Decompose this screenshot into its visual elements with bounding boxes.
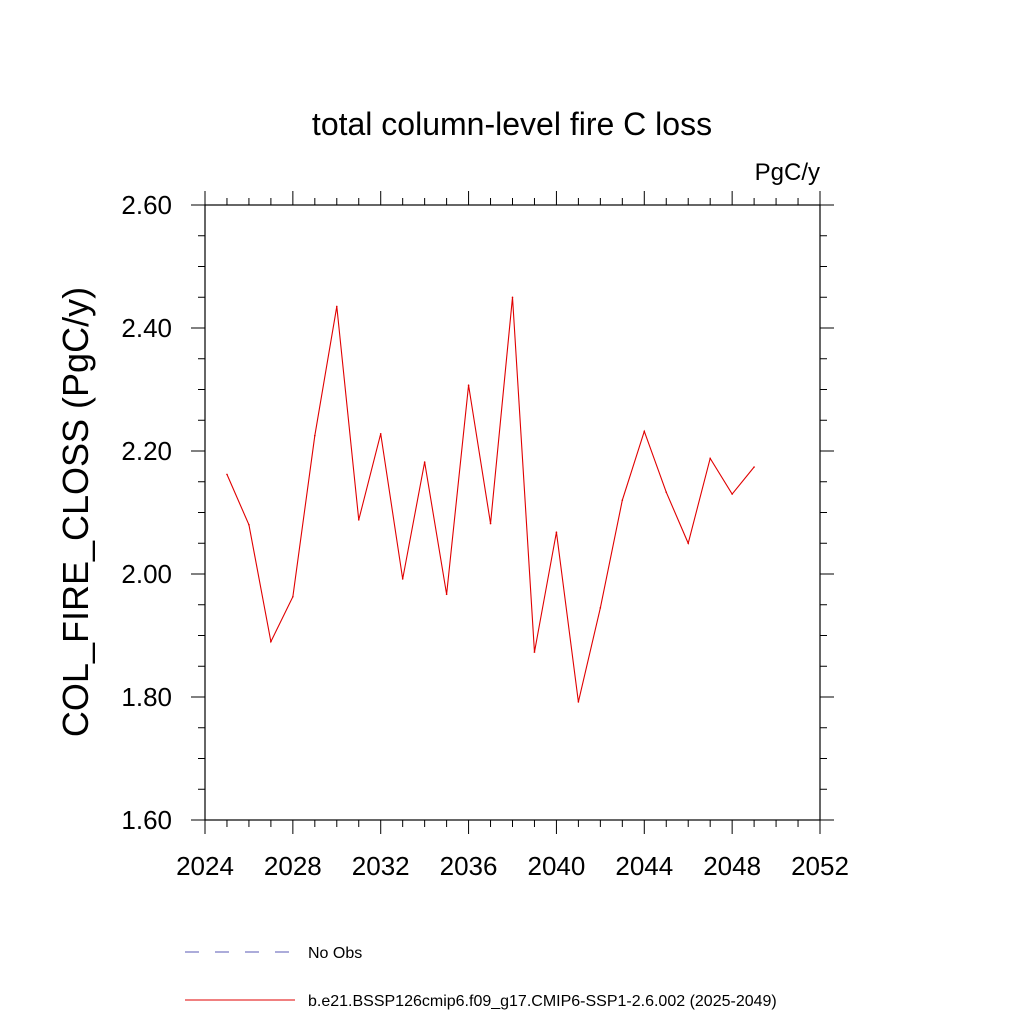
data-point — [379, 432, 382, 435]
data-point — [687, 542, 690, 545]
data-point — [248, 524, 250, 526]
series-line — [226, 297, 755, 703]
x-tick-label: 2048 — [703, 851, 761, 881]
x-tick-label: 2044 — [615, 851, 673, 881]
y-tick-label: 2.60 — [121, 190, 172, 220]
legend: No Obs b.e21.BSSP126cmip6.f09_g17.CMIP6-S… — [185, 945, 777, 1010]
plot-lines — [226, 296, 755, 703]
data-point — [577, 701, 580, 703]
data-point — [709, 457, 711, 460]
axes: 2024 2028 2032 2036 2040 2044 2048 2052 1.60 1.80… — [121, 190, 849, 881]
data-point — [555, 531, 558, 533]
data-point — [599, 607, 602, 609]
x-tick-label: 2032 — [352, 851, 410, 881]
x-tick-label: 2028 — [264, 851, 322, 881]
legend-label: No Obs — [308, 945, 362, 962]
data-point — [226, 473, 228, 476]
x-tick-label: 2036 — [440, 851, 498, 881]
y-tick-label: 2.20 — [121, 436, 172, 466]
y-tick-label: 2.00 — [121, 559, 172, 589]
data-point — [445, 593, 448, 596]
data-point — [533, 651, 536, 653]
data-point — [621, 499, 624, 502]
x-tick-label: 2052 — [791, 851, 849, 881]
data-point — [314, 434, 316, 437]
data-point — [489, 522, 492, 525]
data-point — [511, 296, 514, 299]
data-point — [357, 519, 360, 521]
data-point — [753, 466, 755, 468]
x-tick-label: 2024 — [176, 851, 234, 881]
data-point — [467, 384, 470, 386]
data-point — [292, 595, 294, 598]
data-point — [731, 493, 733, 495]
y-tick-label: 2.40 — [121, 313, 172, 343]
x-tick-label: 2040 — [528, 851, 586, 881]
units-label: PgC/y — [755, 159, 820, 186]
y-tick-label: 1.60 — [121, 805, 172, 835]
legend-label: b.e21.BSSP126cmip6.f09_g17.CMIP6-SSP1-2.… — [308, 993, 777, 1010]
data-point — [423, 461, 426, 463]
data-point — [270, 640, 272, 643]
data-point — [665, 491, 668, 494]
chart-title: total column-level fire C loss — [312, 106, 712, 142]
data-point — [401, 578, 404, 580]
y-tick-label: 1.80 — [121, 682, 172, 712]
data-point — [335, 305, 338, 308]
data-point — [643, 430, 646, 433]
y-axis-label: COL_FIRE_CLOSS (PgC/y) — [55, 287, 96, 737]
